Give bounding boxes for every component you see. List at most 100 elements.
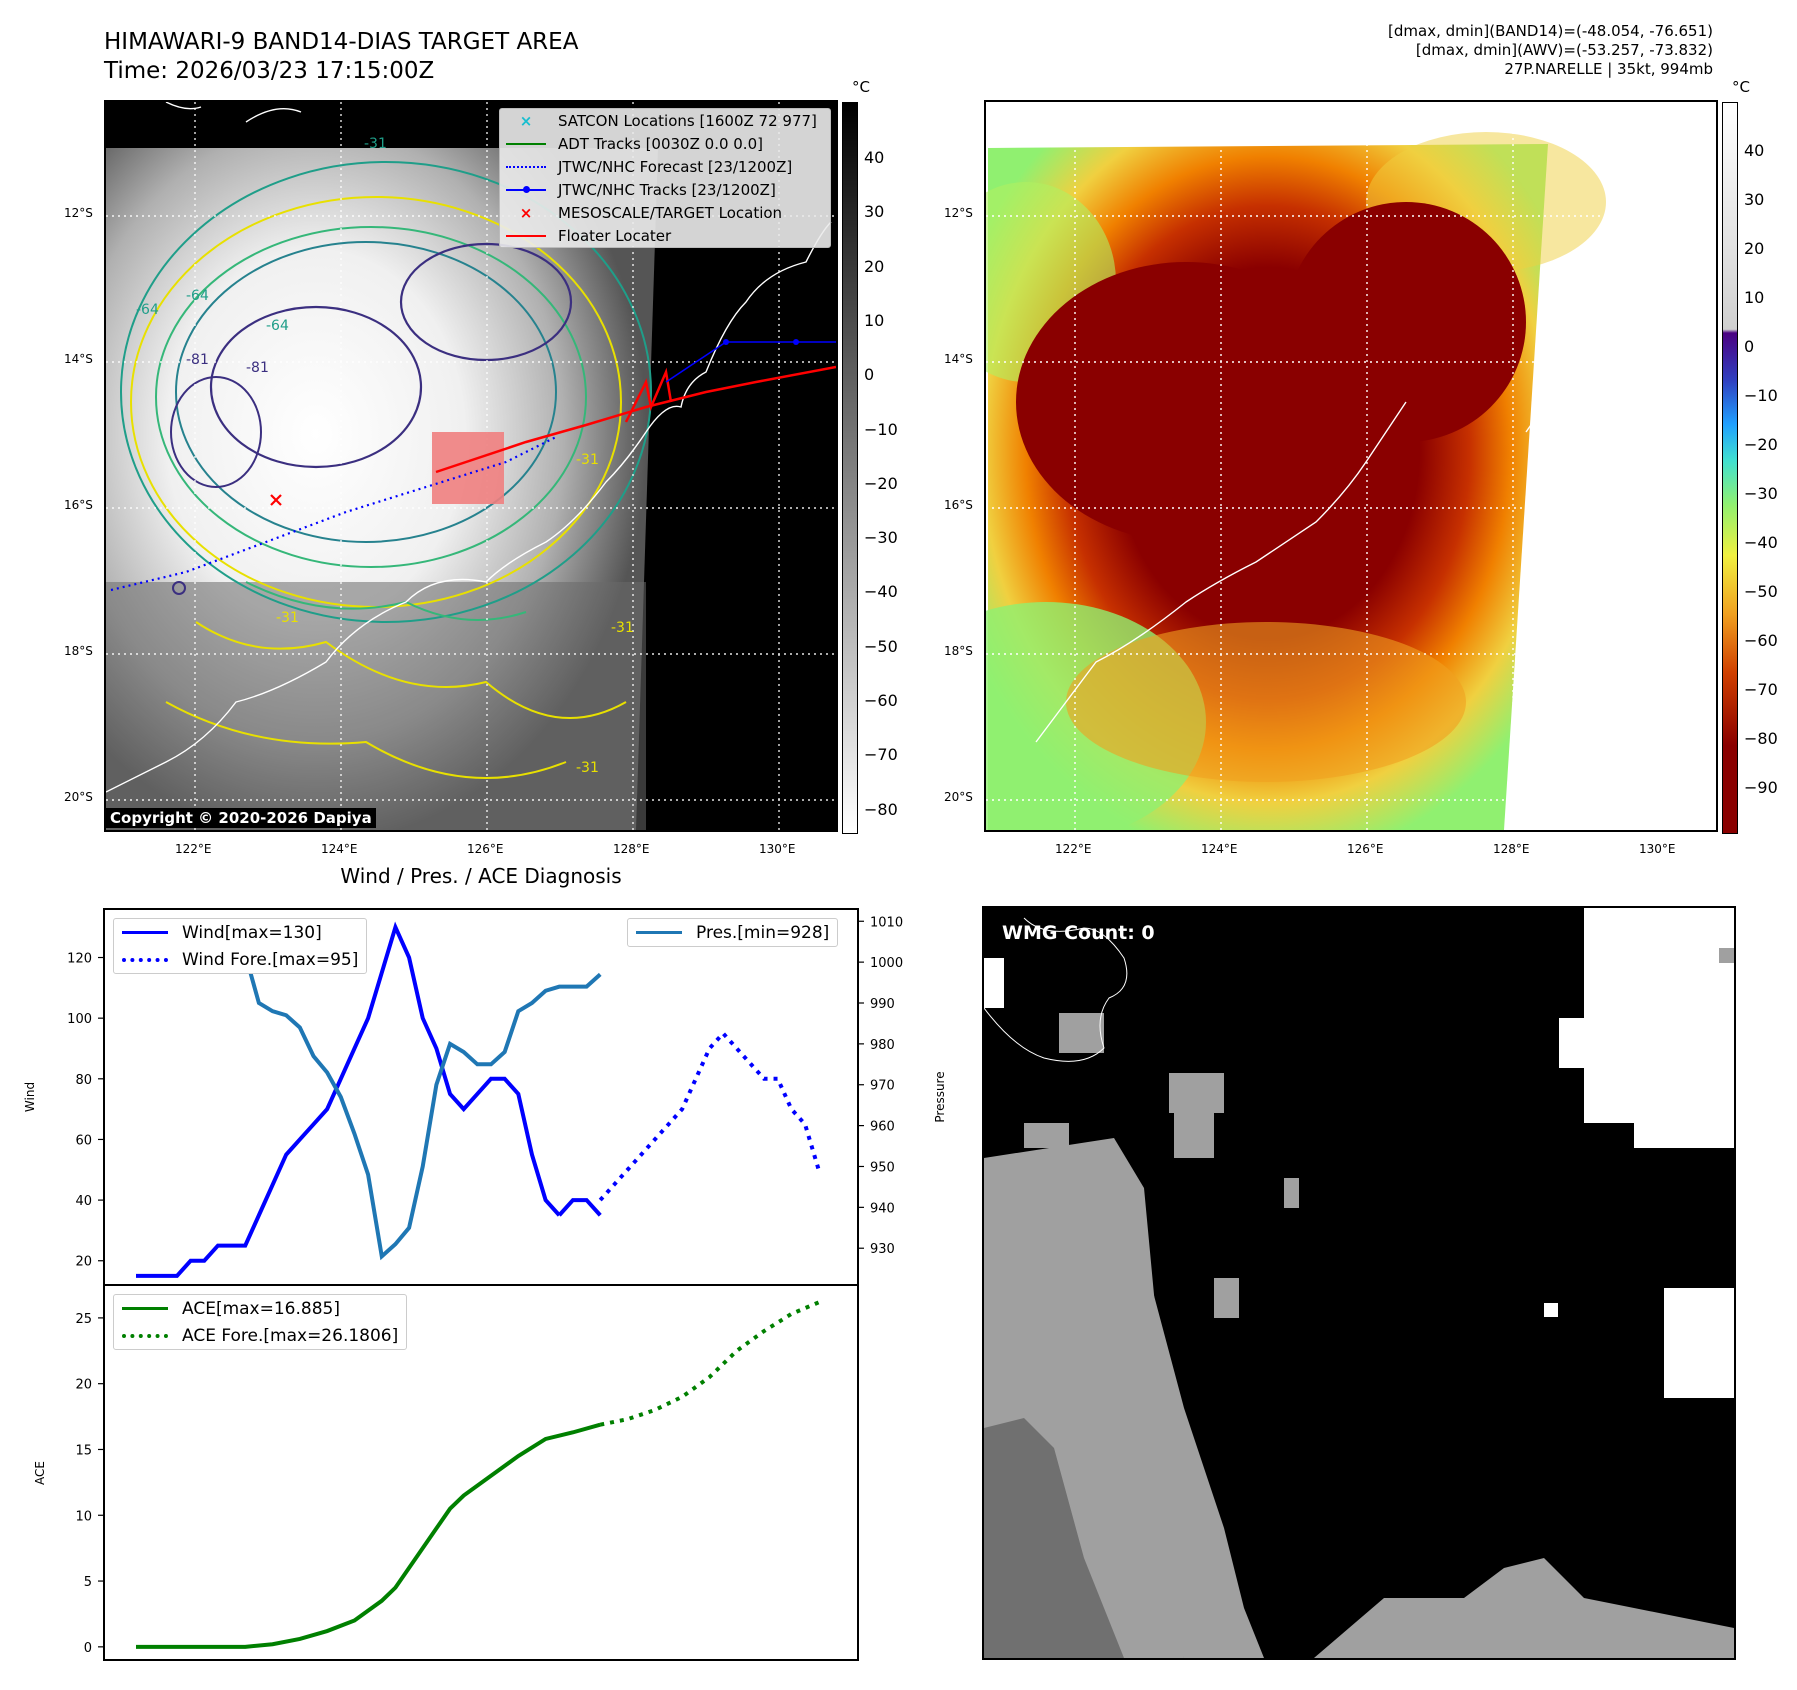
series-line-ace-max-16-885- xyxy=(136,1422,601,1649)
colorbar-tick-label: 40 xyxy=(1744,141,1765,160)
legend-ace-forecast: ACE Fore.[max=26.1806] xyxy=(114,1322,406,1349)
wmg-image xyxy=(984,908,1734,1658)
contour-label: -81 xyxy=(246,360,269,376)
y-tick-label: 100 xyxy=(67,1012,92,1027)
lon-label: 130°E xyxy=(759,842,796,856)
y-tick-label: 40 xyxy=(75,1194,92,1209)
lat-label: 12°S xyxy=(64,206,93,220)
y-right-tick-label: 970 xyxy=(870,1079,895,1094)
colorbar-tick-label: −20 xyxy=(864,473,898,493)
coastline-kimberley xyxy=(645,221,832,433)
contour-label: -64 xyxy=(136,302,159,318)
ace-y-tick-label: 25 xyxy=(75,1312,92,1327)
colorbar-tick-label: −40 xyxy=(864,582,898,602)
y-right-tick-label: 950 xyxy=(870,1160,895,1175)
lat-label: 16°S xyxy=(64,498,93,512)
legend-tracks: JTWC/NHC Tracks [23/1200Z] xyxy=(500,178,830,201)
legend-forecast: JTWC/NHC Forecast [23/1200Z] xyxy=(500,155,830,178)
ace-y-tick-label: 5 xyxy=(84,1575,92,1590)
dotted-swatch-icon xyxy=(506,165,546,168)
colorbar-unit: °C xyxy=(852,78,870,96)
colorbar-tick-label: −70 xyxy=(1744,680,1778,699)
contour-label: -81 xyxy=(186,352,209,368)
ace-axis-label: ACE xyxy=(33,1461,47,1485)
storm-info: [dmax, dmin](BAND14)=(-48.054, -76.651) … xyxy=(1388,22,1713,79)
contour-label: -31 xyxy=(611,620,634,636)
diagnosis-title: Wind / Pres. / ACE Diagnosis xyxy=(340,864,622,888)
series-line-wind-max-130- xyxy=(136,921,561,1278)
map-legend: × SATCON Locations [1600Z 72 977] ADT Tra… xyxy=(499,108,831,248)
colorbar-tick-label: 10 xyxy=(1744,288,1765,307)
colorbar-tick-label: −80 xyxy=(1744,729,1778,748)
floater-box xyxy=(432,432,504,504)
line-swatch-icon xyxy=(506,234,546,237)
lat-label: 20°S xyxy=(944,790,973,804)
line-dot-swatch-icon xyxy=(506,185,546,193)
contour-cold-core-3 xyxy=(170,376,262,488)
y-tick-label: 60 xyxy=(75,1133,92,1148)
contour-label: -31 xyxy=(276,610,299,626)
colorbar-tick-label: −20 xyxy=(1744,435,1778,454)
ir-map-panel: -31 -64 -64 -64 -81 -81 -31 -31 -31 -31 … xyxy=(104,100,838,832)
y-tick-label: 80 xyxy=(75,1073,92,1088)
lat-label: 18°S xyxy=(64,644,93,658)
ace-legend: ACE[max=16.885] ACE Fore.[max=26.1806] xyxy=(113,1294,408,1350)
legend-target: × MESOSCALE/TARGET Location xyxy=(500,201,830,224)
contour-teal xyxy=(175,241,557,543)
contour-label: -64 xyxy=(266,318,289,334)
wmg-count-label: WMG Count: 0 xyxy=(1002,922,1155,944)
enhanced-gridlines xyxy=(986,102,1716,830)
ace-y-tick-label: 0 xyxy=(84,1641,92,1656)
colorbar-tick-label: 30 xyxy=(864,202,885,222)
lat-label: 12°S xyxy=(944,206,973,220)
colorbar-tick-label: −10 xyxy=(864,419,898,439)
legend-floater: Floater Locater xyxy=(500,224,830,247)
lat-label: 18°S xyxy=(944,644,973,658)
pressure-legend: Pres.[min=928] xyxy=(627,918,839,947)
line-swatch-icon xyxy=(506,142,546,145)
enhanced-ir-panel xyxy=(984,100,1718,832)
legend-ace: ACE[max=16.885] xyxy=(114,1295,406,1322)
colorbar-tick-label: −10 xyxy=(1744,386,1778,405)
colorbar-tick-label: −50 xyxy=(864,636,898,656)
series-line-ace-fore-max-26-1806- xyxy=(599,1300,820,1427)
title-line-2: Time: 2026/03/23 17:15:00Z xyxy=(104,58,435,84)
line-swatch-icon xyxy=(122,1307,168,1310)
colorbar-tick-label: −70 xyxy=(864,745,898,765)
y-right-tick-label: 930 xyxy=(870,1242,895,1257)
enhanced-ir-image xyxy=(986,102,1716,830)
colorbar-tick-label: 40 xyxy=(864,148,885,167)
lon-label: 126°E xyxy=(467,842,504,856)
colorbar-tick-label: −50 xyxy=(1744,582,1778,601)
line-swatch-icon xyxy=(122,931,168,934)
colorbar-tick-label: −30 xyxy=(864,528,898,548)
y-right-tick-label: 980 xyxy=(870,1038,895,1053)
series-line-wind-tail xyxy=(557,1198,602,1217)
wind-axis-label: Wind xyxy=(23,1082,37,1112)
jtwc-track xyxy=(665,341,836,383)
colorbar-tick-label: −90 xyxy=(1744,778,1778,797)
lon-label: 130°E xyxy=(1639,842,1676,856)
figure-title: HIMAWARI-9 BAND14-DIAS TARGET AREA Time:… xyxy=(104,28,578,86)
dotted-swatch-icon xyxy=(122,1333,168,1338)
lat-label: 20°S xyxy=(64,790,93,804)
legend-adt: ADT Tracks [0030Z 0.0 0.0] xyxy=(500,132,830,155)
ir-map-image: -31 -64 -64 -64 -81 -81 -31 -31 -31 -31 xyxy=(106,102,836,830)
ace-y-tick-label: 15 xyxy=(75,1443,92,1458)
contour-cold-core-1 xyxy=(209,305,423,469)
colorbar-tick-label: −60 xyxy=(1744,631,1778,650)
legend-wind-forecast: Wind Fore.[max=95] xyxy=(114,946,366,973)
contour-label: -31 xyxy=(364,136,387,152)
lon-label: 122°E xyxy=(1055,842,1092,856)
lat-label: 14°S xyxy=(944,352,973,366)
satcon-marker-icon: × xyxy=(519,111,533,130)
contour-label: -31 xyxy=(576,452,599,468)
wind-legend: Wind[max=130] Wind Fore.[max=95] xyxy=(113,918,368,974)
enhanced-coastline xyxy=(1525,261,1687,433)
legend-wind: Wind[max=130] xyxy=(114,919,366,946)
lon-label: 124°E xyxy=(321,842,358,856)
colorbar-tick-label: −80 xyxy=(864,799,898,819)
colorbar-tick-label: −40 xyxy=(1744,533,1778,552)
y-tick-label: 120 xyxy=(67,952,92,967)
info-line-2: [dmax, dmin](AWV)=(-53.257, -73.832) xyxy=(1415,41,1713,59)
